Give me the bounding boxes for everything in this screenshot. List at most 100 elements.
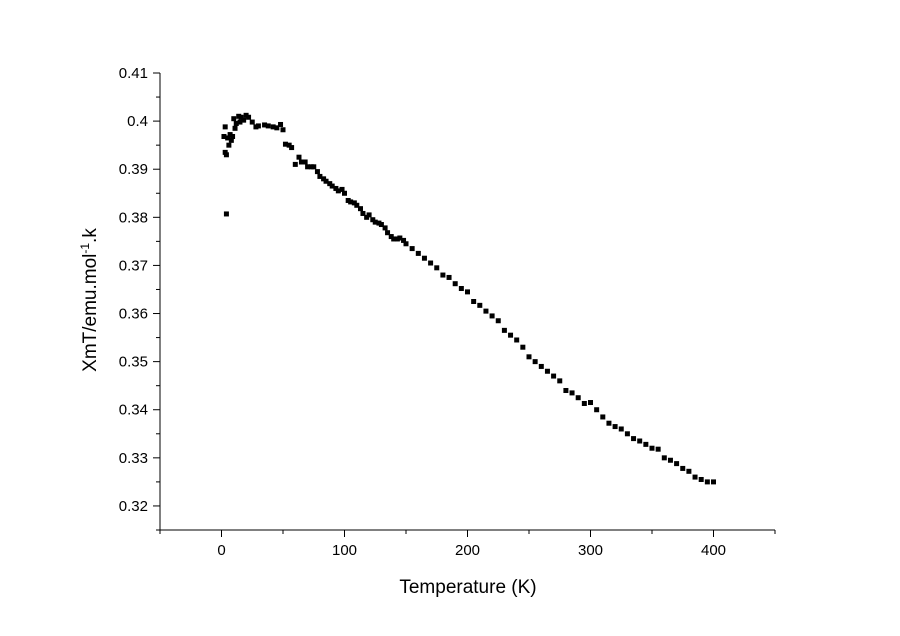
y-tick-label: 0.35 <box>119 354 148 371</box>
point <box>526 354 532 360</box>
point <box>465 289 470 295</box>
y-tick-label: 0.32 <box>119 498 148 515</box>
point <box>421 255 427 261</box>
point <box>680 465 686 471</box>
point <box>624 431 630 437</box>
point <box>237 119 243 125</box>
y-tick-label: 0.37 <box>119 257 148 274</box>
y-tick-label: 0.39 <box>119 161 148 178</box>
point <box>698 476 704 482</box>
point <box>514 337 520 343</box>
point <box>226 142 232 148</box>
point <box>246 114 252 120</box>
point <box>221 133 227 139</box>
point <box>311 164 317 170</box>
point <box>495 318 501 324</box>
point <box>551 373 557 379</box>
x-tick-label: 400 <box>701 542 726 559</box>
y-label-suffix: .k <box>80 228 101 243</box>
point <box>569 390 575 396</box>
point <box>692 474 698 480</box>
point <box>704 479 710 485</box>
point <box>397 235 403 241</box>
point <box>270 124 276 130</box>
point <box>649 445 655 451</box>
point <box>329 183 335 189</box>
y-tick-label: 0.36 <box>119 306 148 323</box>
point <box>360 210 366 216</box>
point <box>278 121 284 127</box>
x-tick-label: 300 <box>578 542 603 559</box>
point <box>314 169 320 175</box>
y-tick-label: 0.4 <box>127 113 148 130</box>
point <box>289 145 295 151</box>
point <box>643 441 649 447</box>
point <box>428 260 434 266</box>
point <box>563 387 569 393</box>
x-tick-label: 200 <box>455 542 480 559</box>
point <box>342 190 347 196</box>
point <box>612 424 618 430</box>
point <box>262 122 268 128</box>
point <box>241 117 247 123</box>
point <box>317 173 323 179</box>
point <box>265 123 271 129</box>
point <box>372 219 378 225</box>
point <box>667 457 673 463</box>
point <box>520 344 526 350</box>
point <box>385 230 391 236</box>
point <box>483 308 489 314</box>
point <box>674 461 680 467</box>
point <box>223 211 229 217</box>
point <box>348 199 354 205</box>
point <box>532 359 538 365</box>
point <box>557 378 563 384</box>
point <box>339 186 345 192</box>
point <box>600 414 606 420</box>
point <box>225 135 231 141</box>
point <box>581 400 587 406</box>
x-tick-label: 100 <box>332 542 357 559</box>
point <box>440 272 446 278</box>
point <box>403 241 409 247</box>
point <box>588 400 593 406</box>
point <box>434 265 440 271</box>
point <box>631 436 637 442</box>
point <box>222 124 228 130</box>
point <box>354 202 360 208</box>
point <box>298 159 304 165</box>
point <box>282 141 288 147</box>
point <box>296 154 302 160</box>
point <box>606 420 612 426</box>
point <box>238 114 244 120</box>
point <box>575 395 581 401</box>
x-tick-label: 0 <box>217 542 225 559</box>
y-tick-label: 0.34 <box>119 402 148 419</box>
point <box>391 236 397 242</box>
point <box>594 407 600 413</box>
y-tick-label: 0.38 <box>119 209 148 226</box>
point <box>501 327 507 333</box>
y-axis-label: XmT/emu.mol-1.k <box>78 228 101 372</box>
y-tick-label: 0.33 <box>119 450 148 467</box>
point <box>249 119 255 125</box>
point <box>409 246 415 252</box>
point <box>661 455 667 461</box>
point <box>366 212 372 218</box>
point <box>280 127 286 133</box>
point <box>446 274 452 280</box>
point <box>223 152 229 158</box>
point <box>618 426 624 432</box>
point <box>538 363 544 369</box>
point <box>357 206 363 212</box>
y-label-text: XmT/emu.mol <box>80 254 101 372</box>
point <box>323 178 329 184</box>
point <box>477 302 483 308</box>
point <box>637 438 643 444</box>
point <box>255 123 261 129</box>
point <box>415 250 421 256</box>
point <box>228 137 234 143</box>
point <box>305 164 311 170</box>
point <box>378 222 384 228</box>
